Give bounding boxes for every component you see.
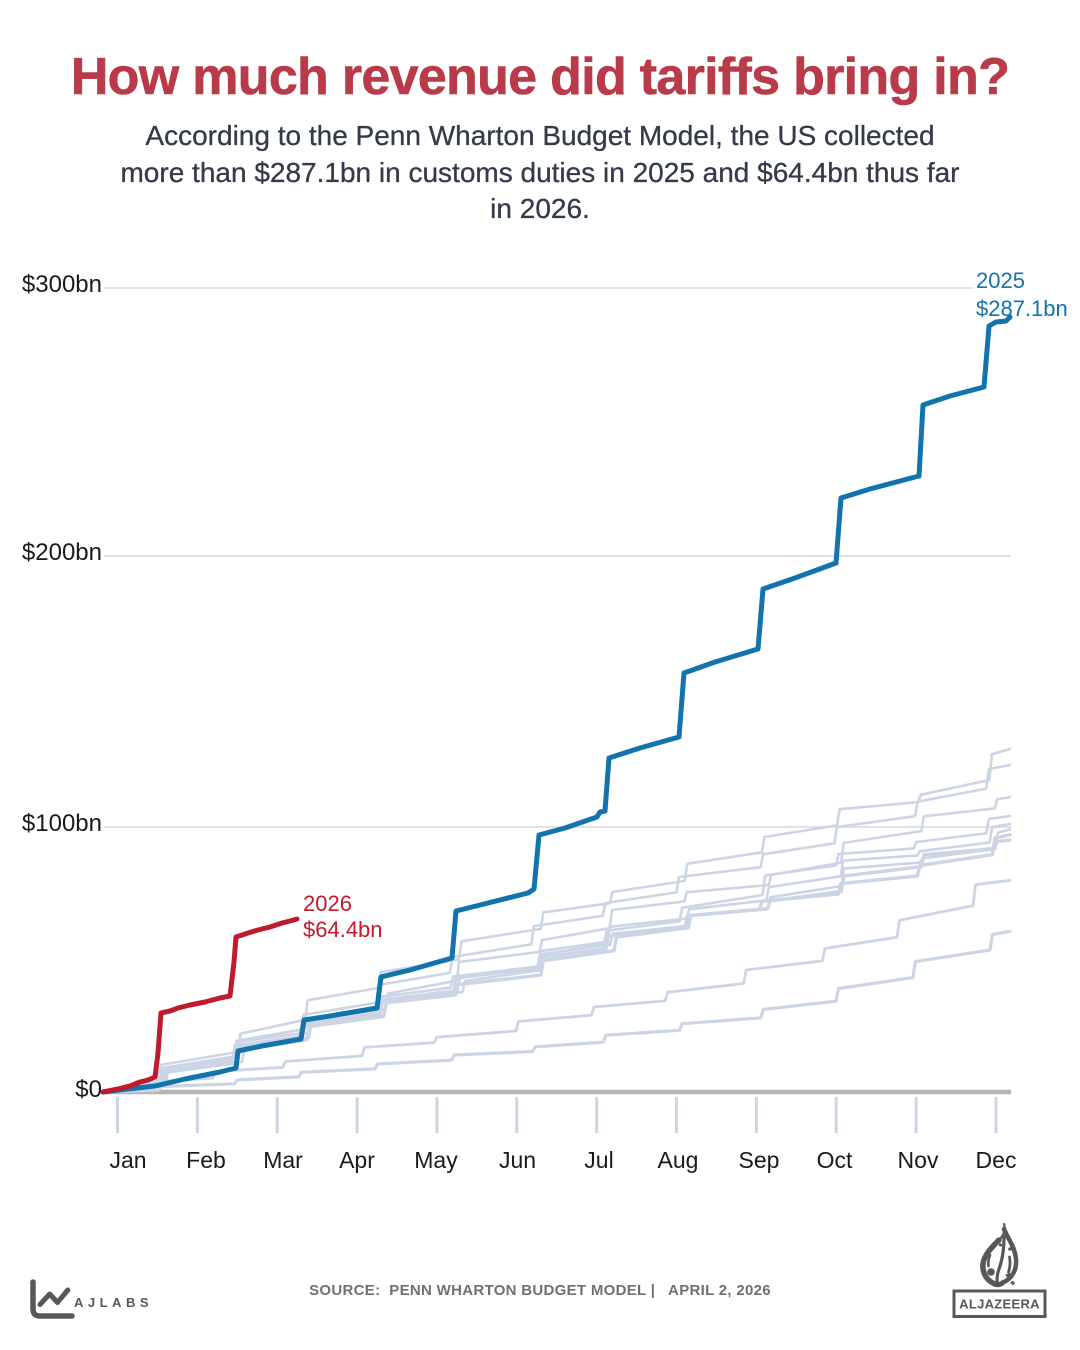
svg-text:ALJAZEERA: ALJAZEERA bbox=[959, 1297, 1040, 1312]
